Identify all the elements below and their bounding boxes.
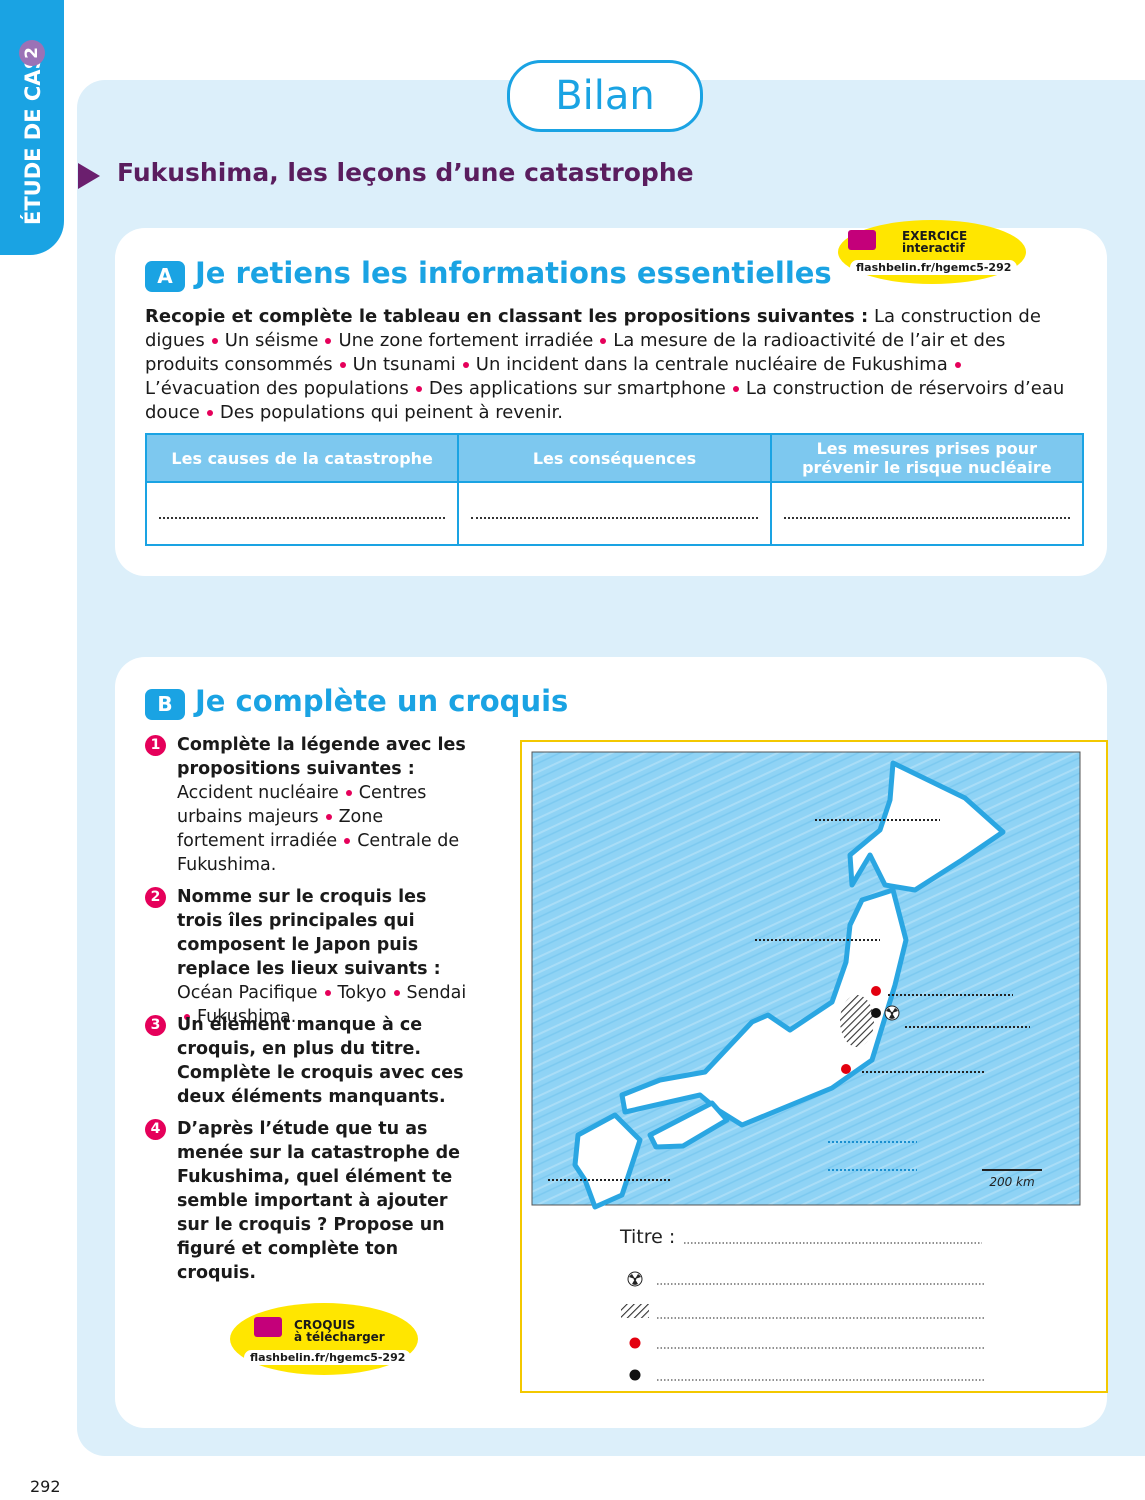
separator-dot xyxy=(415,386,422,392)
proposition: La construction de digues xyxy=(145,306,1041,351)
instruction: Recopie et complète le tableau en classa… xyxy=(145,305,1065,425)
dotted-line xyxy=(159,516,446,519)
instruction-text: D’après l’étude que tu as menée sur la c… xyxy=(177,1117,470,1285)
separator-dot xyxy=(732,386,739,392)
instruction-text: Nomme sur le croquis les trois îles prin… xyxy=(177,885,470,1029)
badge-url[interactable]: flashbelin.fr/hgemc5-292 xyxy=(850,260,1018,275)
badge-line1: CROQUIS xyxy=(294,1318,356,1332)
propositions: La construction de digues Un séisme Une zo… xyxy=(145,306,1064,423)
section-heading: Je complète un croquis xyxy=(195,684,569,718)
instruction: 3 Un élément manque à ce croquis, en plus… xyxy=(145,1013,470,1109)
proposition: Un séisme xyxy=(224,330,319,351)
arrow-icon xyxy=(78,163,100,189)
proposition: La construction de réservoirs d’eau douc… xyxy=(145,378,1065,423)
separator-dot xyxy=(393,990,400,996)
instruction-lead: Complète la légende avec les proposition… xyxy=(177,735,466,779)
proposition: Des applications sur smartphone xyxy=(428,378,726,399)
badge-url[interactable]: flashbelin.fr/hgemc5-292 xyxy=(244,1350,412,1365)
badge-line2: interactif xyxy=(902,241,965,255)
separator-dot xyxy=(339,362,346,368)
separator-dot xyxy=(954,362,961,368)
separator-dot xyxy=(324,990,331,996)
section-letter: B xyxy=(145,689,185,720)
separator-dot xyxy=(344,838,351,844)
answer-cell xyxy=(457,481,772,546)
answer-cell xyxy=(144,481,460,546)
side-tab-number: 2 xyxy=(19,40,45,66)
proposition: Océan Pacifique xyxy=(177,983,318,1003)
computer-icon xyxy=(254,1317,282,1337)
column-header: Les mesures prises pour prévenir le risq… xyxy=(769,433,1085,483)
instruction-text: Un élément manque à ce croquis, en plus … xyxy=(177,1013,470,1109)
separator-dot xyxy=(325,814,332,820)
proposition: Sendai xyxy=(406,983,467,1003)
proposition: Un tsunami xyxy=(352,354,456,375)
step-number: 2 xyxy=(145,887,166,908)
separator-dot xyxy=(462,362,469,368)
instruction: 2 Nomme sur le croquis les trois îles pri… xyxy=(145,885,470,1029)
page-number: 292 xyxy=(30,1477,61,1496)
table-row xyxy=(144,481,1085,546)
separator-dot xyxy=(211,338,218,344)
step-number: 4 xyxy=(145,1119,166,1140)
page-title: Bilan xyxy=(507,60,703,132)
map-frame xyxy=(520,740,1108,1393)
column-header: Les conséquences xyxy=(457,433,772,483)
dotted-line xyxy=(471,516,758,519)
proposition: Des populations qui peinent à revenir. xyxy=(219,402,563,423)
separator-dot xyxy=(206,410,213,416)
step-number: 3 xyxy=(145,1015,166,1036)
separator-dot xyxy=(184,1014,190,1020)
proposition: Un incident dans la centrale nucléaire d… xyxy=(475,354,948,375)
exercise-badge[interactable]: EXERCICE interactif flashbelin.fr/hgemc5… xyxy=(838,220,1026,284)
proposition: Fukushima. xyxy=(197,1007,297,1027)
section-heading: Je retiens les informations essentielles xyxy=(195,256,832,290)
badge-line1: EXERCICE xyxy=(902,229,968,243)
separator-dot xyxy=(600,338,607,344)
dotted-line xyxy=(783,516,1070,519)
section-letter: A xyxy=(145,261,185,292)
proposition: Tokyo xyxy=(337,983,387,1003)
proposition: La mesure de la radioactivité de l’air e… xyxy=(145,330,1006,375)
instruction-lead: Un élément manque à ce croquis, en plus … xyxy=(177,1015,464,1107)
instruction-lead: D’après l’étude que tu as menée sur la c… xyxy=(177,1119,461,1283)
separator-dot xyxy=(345,790,352,796)
proposition: Une zone fortement irradiée xyxy=(338,330,594,351)
instruction: 4 D’après l’étude que tu as menée sur la … xyxy=(145,1117,470,1285)
answer-cell xyxy=(769,481,1085,546)
proposition: Centres urbains majeurs xyxy=(177,783,427,827)
proposition: Zone fortement irradiée xyxy=(177,807,384,851)
step-number: 1 xyxy=(145,735,166,756)
badge-line2: à télécharger xyxy=(294,1330,385,1344)
table-header: Les causes de la catastrophe Les conséque… xyxy=(144,433,1085,483)
proposition: Centrale de Fukushima. xyxy=(177,831,460,875)
instruction: 1 Complète la légende avec les propositio… xyxy=(145,733,470,877)
column-header: Les causes de la catastrophe xyxy=(144,433,460,483)
separator-dot xyxy=(325,338,332,344)
instruction-lead: Recopie et complète le tableau en classa… xyxy=(145,306,869,327)
computer-icon xyxy=(848,230,876,250)
proposition: Accident nucléaire xyxy=(177,783,339,803)
subtitle: Fukushima, les leçons d’une catastrophe xyxy=(117,158,694,187)
table: Les causes de la catastrophe Les conséque… xyxy=(144,433,1085,546)
instruction-text: Complète la légende avec les proposition… xyxy=(177,733,470,877)
proposition: L’évacuation des populations xyxy=(145,378,409,399)
sketch-badge[interactable]: CROQUIS à télécharger flashbelin.fr/hgem… xyxy=(230,1303,418,1375)
instruction-lead: Nomme sur le croquis les trois îles prin… xyxy=(177,887,441,979)
